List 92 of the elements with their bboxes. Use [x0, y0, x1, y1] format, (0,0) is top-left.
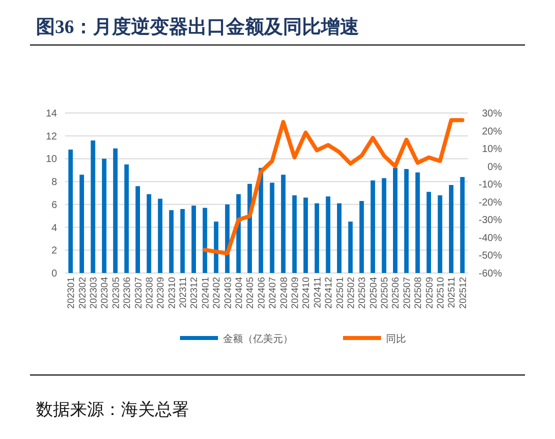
- x-tick-label: 202510: [436, 277, 447, 309]
- bar: [68, 150, 73, 273]
- bar: [415, 172, 420, 273]
- bar: [314, 203, 320, 273]
- x-tick-label: 202412: [324, 277, 335, 309]
- x-tick-label: 202511: [446, 277, 458, 308]
- bar: [136, 186, 140, 273]
- bar: [460, 177, 465, 273]
- y-tick-label: 8: [51, 177, 58, 188]
- legend-label: 同比: [386, 333, 406, 345]
- x-tick-label: 202308: [144, 277, 156, 309]
- bar: [270, 182, 274, 273]
- x-tick-label: 202504: [368, 277, 380, 309]
- source-note: 数据来源：海关总署: [36, 400, 189, 419]
- x-tick-label: 202502: [346, 277, 357, 309]
- x-tick-label: 202311: [178, 277, 190, 308]
- x-tick-label: 202310: [166, 277, 178, 309]
- y2-tick-label: -20%: [478, 197, 502, 208]
- bar: [124, 164, 129, 273]
- bar: [348, 222, 353, 273]
- x-tick-label: 202404: [234, 277, 246, 309]
- bar: [337, 203, 342, 273]
- x-tick-label: 202406: [256, 277, 268, 309]
- x-tick-label: 202304: [100, 277, 111, 309]
- bar: [80, 174, 84, 273]
- y-tick-label: 14: [46, 108, 58, 120]
- y2-tick-label: -60%: [478, 268, 502, 280]
- bar: [281, 174, 286, 273]
- bar: [169, 210, 174, 273]
- x-tick-label: 202403: [222, 277, 234, 309]
- x-tick-label: 202509: [424, 277, 436, 309]
- x-tick-label: 202302: [77, 277, 88, 309]
- y-tick-label: 10: [46, 154, 58, 166]
- y-tick-label: 4: [51, 222, 58, 234]
- x-tick-label: 202507: [402, 277, 413, 309]
- y-tick-label: 2: [51, 246, 58, 257]
- y-tick-label: 6: [51, 200, 58, 211]
- bar: [382, 178, 386, 273]
- y2-tick-label: -50%: [478, 250, 502, 262]
- bar: [438, 195, 442, 273]
- x-tick-label: 202501: [334, 277, 346, 309]
- x-tick-label: 202312: [189, 277, 200, 309]
- x-tick-label: 202401: [200, 277, 212, 309]
- y2-tick-label: 20%: [482, 126, 502, 138]
- x-tick-label: 202301: [66, 277, 78, 309]
- bar: [326, 196, 330, 273]
- bar: [359, 201, 364, 273]
- x-tick-label: 202408: [278, 277, 290, 309]
- x-tick-label: 202505: [380, 277, 391, 309]
- bar: [202, 208, 208, 273]
- x-tick-label: 202305: [110, 277, 122, 309]
- bar: [426, 192, 432, 273]
- bar: [90, 140, 96, 273]
- x-tick-label: 202402: [212, 277, 223, 309]
- x-tick-label: 202506: [390, 277, 402, 309]
- bar: [448, 185, 454, 273]
- y2-tick-label: 0%: [488, 162, 502, 173]
- bar: [370, 180, 376, 273]
- chart-title: 图36：月度逆变器出口金额及同比增速: [36, 16, 359, 38]
- bar: [214, 222, 218, 273]
- x-tick-label: 202303: [88, 277, 100, 309]
- y2-tick-label: -10%: [478, 180, 502, 191]
- x-tick-label: 202409: [290, 277, 301, 309]
- bar: [102, 158, 106, 273]
- bar: [404, 169, 409, 273]
- y-tick-label: 12: [46, 131, 58, 142]
- x-tick-label: 202508: [413, 277, 424, 309]
- x-tick-label: 202512: [458, 277, 469, 309]
- x-tick-label: 202307: [133, 277, 144, 309]
- bar: [146, 194, 152, 273]
- y-tick-label: 0: [51, 268, 58, 280]
- x-tick-label: 202309: [156, 277, 167, 309]
- y2-tick-label: -40%: [478, 232, 502, 244]
- bar: [236, 194, 241, 273]
- bar: [180, 209, 185, 273]
- x-tick-label: 202503: [357, 277, 368, 309]
- y2-tick-label: -30%: [478, 215, 502, 226]
- x-tick-label: 202405: [245, 277, 256, 309]
- bar: [158, 198, 162, 273]
- legend-label: 金额（亿美元）: [223, 333, 293, 345]
- x-tick-label: 202410: [301, 277, 312, 309]
- line-series: [202, 118, 464, 256]
- x-tick-label: 202411: [312, 277, 324, 308]
- x-tick-label: 202407: [268, 277, 279, 309]
- x-tick-label: 202306: [122, 277, 134, 309]
- bar: [303, 198, 308, 273]
- bar: [191, 206, 196, 273]
- y2-tick-label: 30%: [482, 108, 502, 120]
- bar: [392, 168, 398, 273]
- y2-tick-label: 10%: [482, 144, 502, 156]
- bar: [292, 195, 297, 273]
- bar: [113, 148, 118, 273]
